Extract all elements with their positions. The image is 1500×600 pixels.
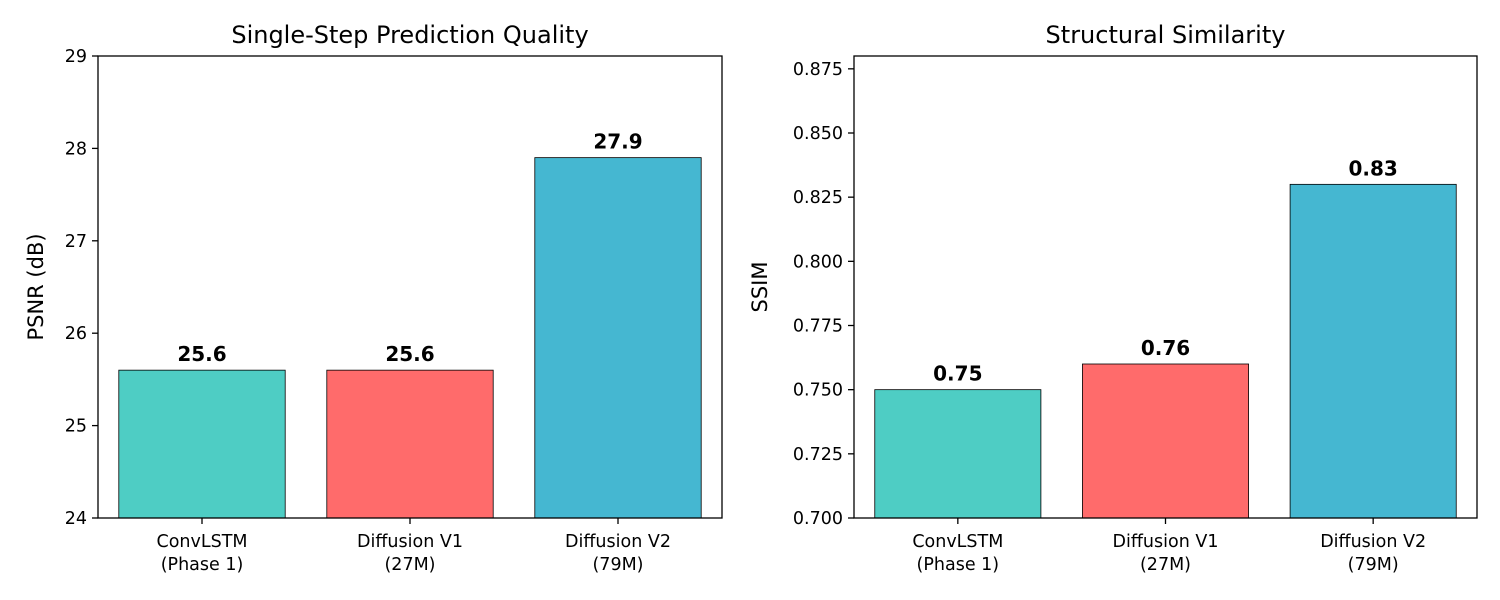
y-tick-label: 0.825 [793,188,843,208]
y-tick-label: 0.750 [793,381,843,401]
y-tick-label: 29 [65,47,87,67]
y-tick-label: 0.775 [793,317,843,337]
plot-frame [97,55,723,519]
x-tick-label: (79M) [592,555,643,575]
x-tick-label: (27M) [384,555,435,575]
data-label-1: 0.75 [933,362,982,386]
x-tick-label: Diffusion V2 [1320,532,1426,552]
y-axis-label: PSNR (dB) [24,233,48,340]
bar-1 [118,369,286,519]
y-tick-label: 0.700 [793,509,843,529]
y-tick-label: 26 [65,324,87,344]
bar-3 [534,157,702,519]
x-tick-label: ConvLSTM [156,532,247,552]
y-tick-label: 0.875 [793,60,843,80]
x-tick-label: (Phase 1) [917,555,1000,575]
x-tick-label: (Phase 1) [161,555,244,575]
chart-title: Structural Similarity [1046,21,1286,49]
x-tick-label: Diffusion V1 [357,532,463,552]
x-tick-label: Diffusion V2 [565,532,671,552]
y-axis-label: SSIM [748,262,772,313]
data-label-3: 27.9 [593,130,642,154]
y-tick-label: 25 [65,417,87,437]
data-label-3: 0.83 [1348,156,1397,180]
y-tick-label: 0.800 [793,252,843,272]
bar-2 [1082,363,1249,519]
y-tick-label: 0.850 [793,124,843,144]
x-tick-label: (27M) [1140,555,1191,575]
y-tick-label: 24 [65,509,87,529]
data-label-1: 25.6 [177,342,226,366]
x-tick-label: Diffusion V1 [1113,532,1219,552]
y-tick-label: 27 [65,232,87,252]
x-tick-label: (79M) [1348,555,1399,575]
plot-frame [853,55,1478,519]
y-tick-label: 0.725 [793,445,843,465]
data-label-2: 25.6 [385,342,434,366]
chart-title: Single-Step Prediction Quality [231,21,588,49]
bar-3 [1289,183,1457,519]
data-label-2: 0.76 [1141,336,1190,360]
y-tick-label: 28 [65,139,87,159]
bar-2 [326,369,494,519]
x-tick-label: ConvLSTM [912,532,1003,552]
chart-panel-1: 25.6 ConvLSTM (Phase 1) 25.6 Diffusion V1 (27… [24,21,723,575]
bar-1 [874,389,1042,519]
chart-panel-2: 0.75 ConvLSTM (Phase 1) 0.76 Diffusion V1 (27… [748,21,1478,575]
